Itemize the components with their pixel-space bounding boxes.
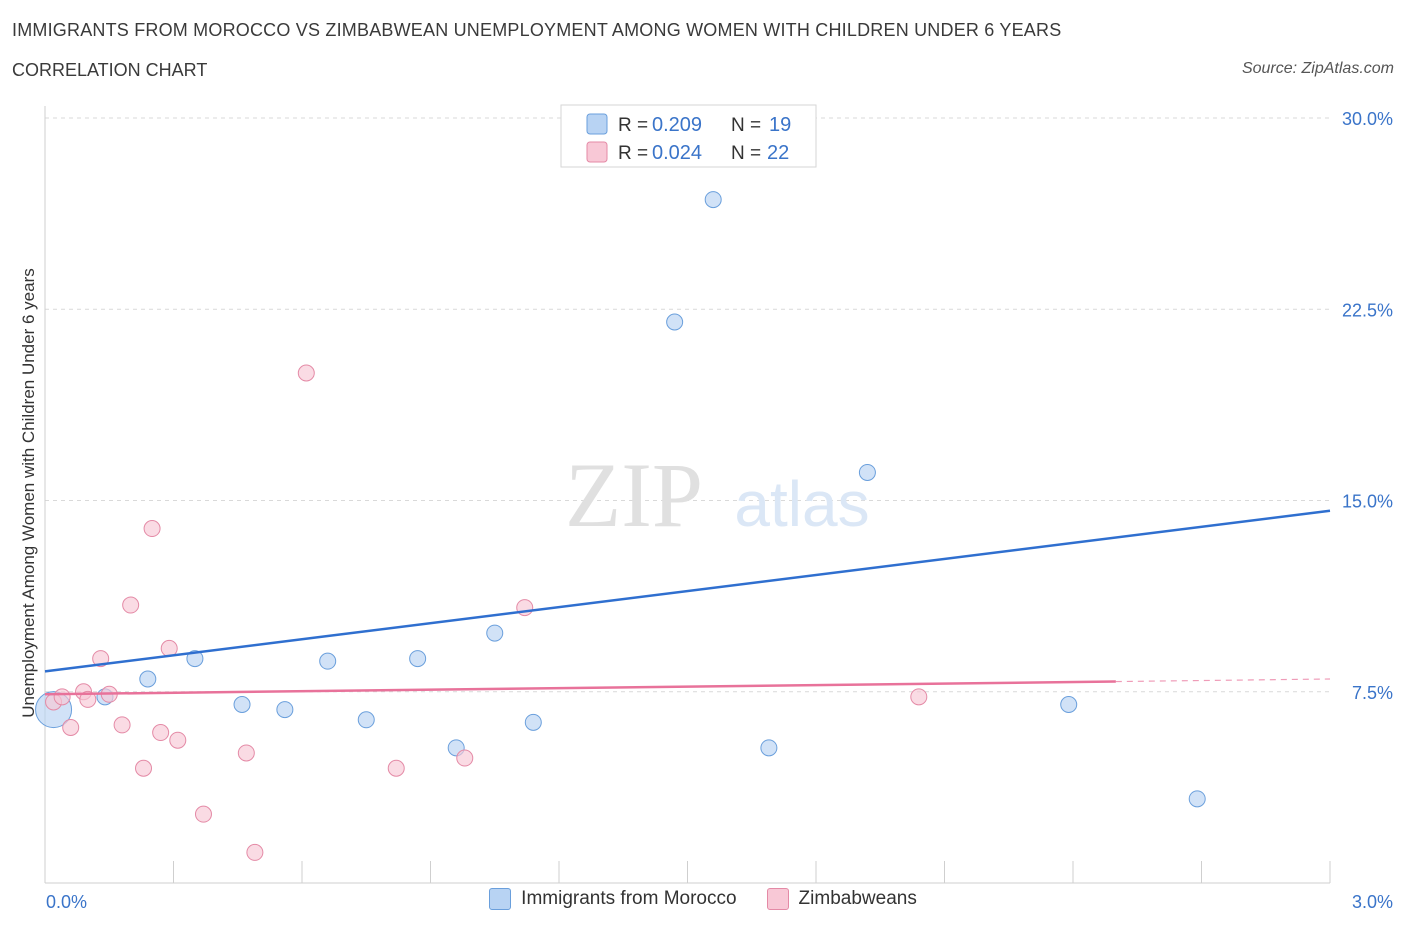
point-pink-13 xyxy=(169,731,187,749)
point-pink-9 xyxy=(135,759,153,777)
point-blue-8 xyxy=(409,650,427,668)
point-pink-21 xyxy=(910,688,928,706)
trendline-pink xyxy=(44,680,1116,696)
point-blue-2 xyxy=(139,670,157,688)
y-tick-label-3: 30.0% xyxy=(1342,109,1393,129)
stats-r-label-blue: R = xyxy=(618,115,648,136)
point-pink-17 xyxy=(297,364,315,382)
trendline-pink-extension xyxy=(1115,678,1331,683)
point-pink-14 xyxy=(194,805,212,823)
chart-subtitle: CORRELATION CHART xyxy=(12,60,208,80)
stats-n-value-pink: 22 xyxy=(767,142,789,164)
point-pink-15 xyxy=(237,744,255,762)
stats-legend-swatch-pink xyxy=(586,141,608,163)
point-pink-10 xyxy=(143,520,161,538)
point-pink-7 xyxy=(113,716,131,734)
stats-r-value-pink: 0.024 xyxy=(652,142,702,164)
watermark: ZIP atlas xyxy=(565,444,870,546)
point-blue-14 xyxy=(704,191,722,209)
point-pink-16 xyxy=(246,843,264,861)
point-pink-11 xyxy=(152,724,170,742)
point-pink-8 xyxy=(122,596,140,614)
stats-legend: R = 0.209 N = 19 R = 0.024 N = 22 xyxy=(560,104,817,168)
point-pink-18 xyxy=(387,759,405,777)
y-tick-label-2: 22.5% xyxy=(1342,300,1393,320)
point-blue-11 xyxy=(524,713,542,731)
grid-lines xyxy=(45,117,1330,693)
stats-r-label-pink: R = xyxy=(618,143,648,164)
point-blue-16 xyxy=(858,463,876,481)
trendline-blue xyxy=(44,509,1331,673)
source-label: Source: ZipAtlas.com xyxy=(1241,60,1394,77)
legend-label-morocco: Immigrants from Morocco xyxy=(521,888,737,909)
stats-legend-swatch-blue xyxy=(586,113,608,135)
legend-item-morocco[interactable]: Immigrants from Morocco xyxy=(489,888,737,910)
legend-swatch-zimbabweans xyxy=(766,888,789,910)
series-legend: Immigrants from Morocco Zimbabweans xyxy=(0,888,1406,910)
point-pink-4 xyxy=(79,690,97,708)
point-pink-19 xyxy=(456,749,474,767)
watermark-atlas: atlas xyxy=(734,468,869,540)
axes xyxy=(44,106,1331,884)
point-blue-7 xyxy=(357,711,375,729)
y-tick-label-0: 7.5% xyxy=(1352,683,1393,703)
x-tick-label-1: 3.0% xyxy=(1352,892,1393,912)
point-blue-18 xyxy=(1188,790,1206,808)
stats-r-value-blue: 0.209 xyxy=(652,114,702,136)
point-pink-2 xyxy=(62,718,80,736)
point-blue-3 xyxy=(186,650,204,668)
stats-n-label-blue: N = xyxy=(731,115,761,136)
point-pink-5 xyxy=(92,650,110,668)
point-blue-6 xyxy=(319,652,337,670)
stats-n-label-pink: N = xyxy=(731,143,761,164)
point-blue-10 xyxy=(486,624,504,642)
watermark-zip: ZIP xyxy=(565,444,703,546)
chart-title: IMMIGRANTS FROM MOROCCO VS ZIMBABWEAN UN… xyxy=(12,20,1062,40)
point-blue-15 xyxy=(760,739,778,757)
point-pink-1 xyxy=(53,688,71,706)
point-blue-13 xyxy=(666,313,684,331)
legend-swatch-morocco xyxy=(489,888,512,910)
y-axis-label: Unemployment Among Women with Children U… xyxy=(19,268,38,717)
legend-item-zimbabweans[interactable]: Zimbabweans xyxy=(766,888,917,910)
x-tick-label-0: 0.0% xyxy=(46,892,87,912)
stats-n-value-blue: 19 xyxy=(769,114,791,136)
legend-label-zimbabweans: Zimbabweans xyxy=(798,888,917,909)
point-blue-4 xyxy=(233,696,251,713)
point-blue-17 xyxy=(1060,696,1078,713)
point-blue-5 xyxy=(276,701,294,719)
y-tick-label-1: 15.0% xyxy=(1342,492,1393,512)
